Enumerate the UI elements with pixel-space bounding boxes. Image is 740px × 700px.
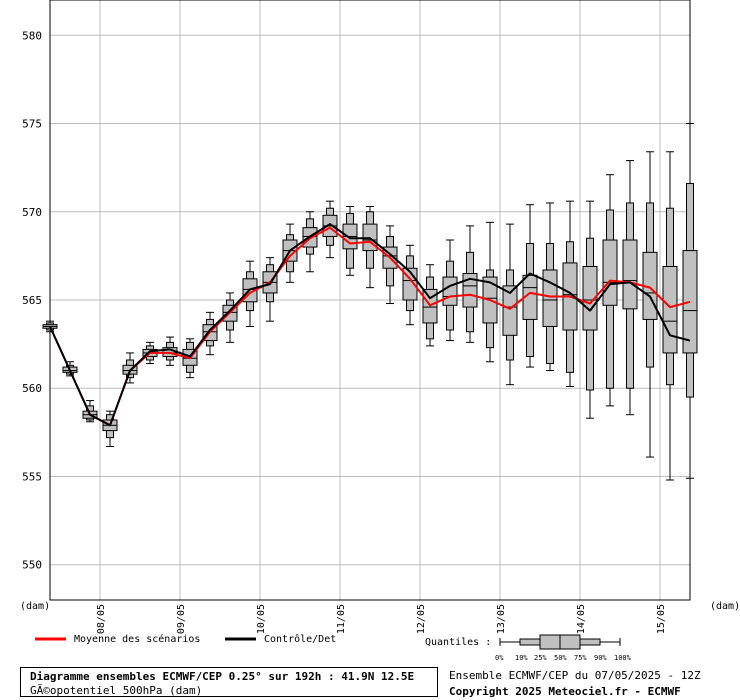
quantile-label-25: 25%: [534, 654, 547, 662]
copyright: Copyright 2025 Meteociel.fr - ECMWF: [449, 685, 681, 698]
boxplot: [502, 223, 518, 386]
boxplot: [462, 225, 478, 343]
x-axis: 08/05 09/05 10/05 11/05 12/05 13/05 14/05 15/05: [96, 604, 667, 634]
quantiles-title: Quantiles :: [425, 637, 491, 648]
legend-label-control: Contrôle/Det: [264, 633, 336, 645]
series-lines: [49, 223, 691, 427]
y-tick-label: 580: [22, 29, 42, 42]
box-25-75: [682, 250, 698, 354]
box-25-75: [542, 269, 558, 327]
box-25-75: [582, 265, 598, 331]
box-25-75: [502, 285, 518, 336]
boxplot: [282, 223, 298, 283]
series-line-control: [49, 223, 691, 427]
boxplot: [662, 151, 678, 481]
boxplot: [622, 160, 638, 416]
box-25-75: [662, 265, 678, 354]
y-axis: 550 555 560 565 570 575 580: [22, 29, 42, 571]
y-tick-label: 565: [22, 294, 42, 307]
box-25-75: [602, 239, 618, 306]
boxplot: [362, 205, 378, 289]
y-tick-label: 560: [22, 382, 42, 395]
footer-title-box: Diagramme ensembles ECMWF/CEP 0.25° sur …: [20, 667, 438, 697]
boxplot: [542, 202, 558, 372]
box-25-75: [442, 276, 458, 306]
x-tick-label: 12/05: [416, 604, 427, 634]
boxplot: [262, 257, 278, 322]
y-tick-label: 575: [22, 118, 42, 131]
boxplots: [42, 123, 698, 481]
x-tick-label: 13/05: [496, 604, 507, 634]
boxplot: [202, 311, 218, 356]
x-tick-label: 11/05: [336, 604, 347, 634]
box-25-75: [462, 273, 478, 308]
x-tick-label: 15/05: [656, 604, 667, 634]
chart-title: Diagramme ensembles ECMWF/CEP 0.25° sur …: [30, 670, 415, 683]
run-info: Ensemble ECMWF/CEP du 07/05/2025 - 12Z: [449, 669, 701, 682]
box-25-75: [622, 239, 638, 310]
quantile-label-10: 10%: [515, 654, 528, 662]
quantiles-key: Quantiles : 0% 10% 25% 50% 75% 90% 100%: [425, 634, 632, 662]
right-unit-label: (dam): [710, 601, 740, 612]
quantile-label-0: 0%: [495, 654, 504, 662]
boxplot: [342, 205, 358, 276]
x-tick-label: 08/05: [96, 604, 107, 634]
y-tick-label: 555: [22, 470, 42, 483]
series-line-mean: [49, 226, 691, 427]
boxplot: [682, 123, 698, 479]
y-unit-label: (dam): [20, 601, 50, 612]
quantile-label-90: 90%: [594, 654, 607, 662]
quantile-label-100: 100%: [614, 654, 632, 662]
x-tick-label: 10/05: [256, 604, 267, 634]
legend: Moyenne des scénarios Contrôle/Det: [35, 633, 336, 645]
boxplot: [102, 410, 118, 447]
quantile-label-75: 75%: [574, 654, 587, 662]
quantile-label-50: 50%: [554, 654, 567, 662]
y-tick-label: 570: [22, 206, 42, 219]
boxplot: [442, 239, 458, 342]
chart-subtitle: GÃ©opotentiel 500hPa (dam): [30, 684, 203, 697]
legend-label-mean: Moyenne des scénarios: [74, 633, 200, 645]
boxplot: [482, 221, 498, 363]
boxplot: [122, 352, 138, 384]
boxplot: [42, 320, 58, 333]
y-tick-label: 550: [22, 559, 42, 572]
x-tick-label: 09/05: [176, 604, 187, 634]
boxplot: [382, 225, 398, 305]
boxplot: [522, 204, 538, 368]
x-tick-label: 14/05: [576, 604, 587, 634]
